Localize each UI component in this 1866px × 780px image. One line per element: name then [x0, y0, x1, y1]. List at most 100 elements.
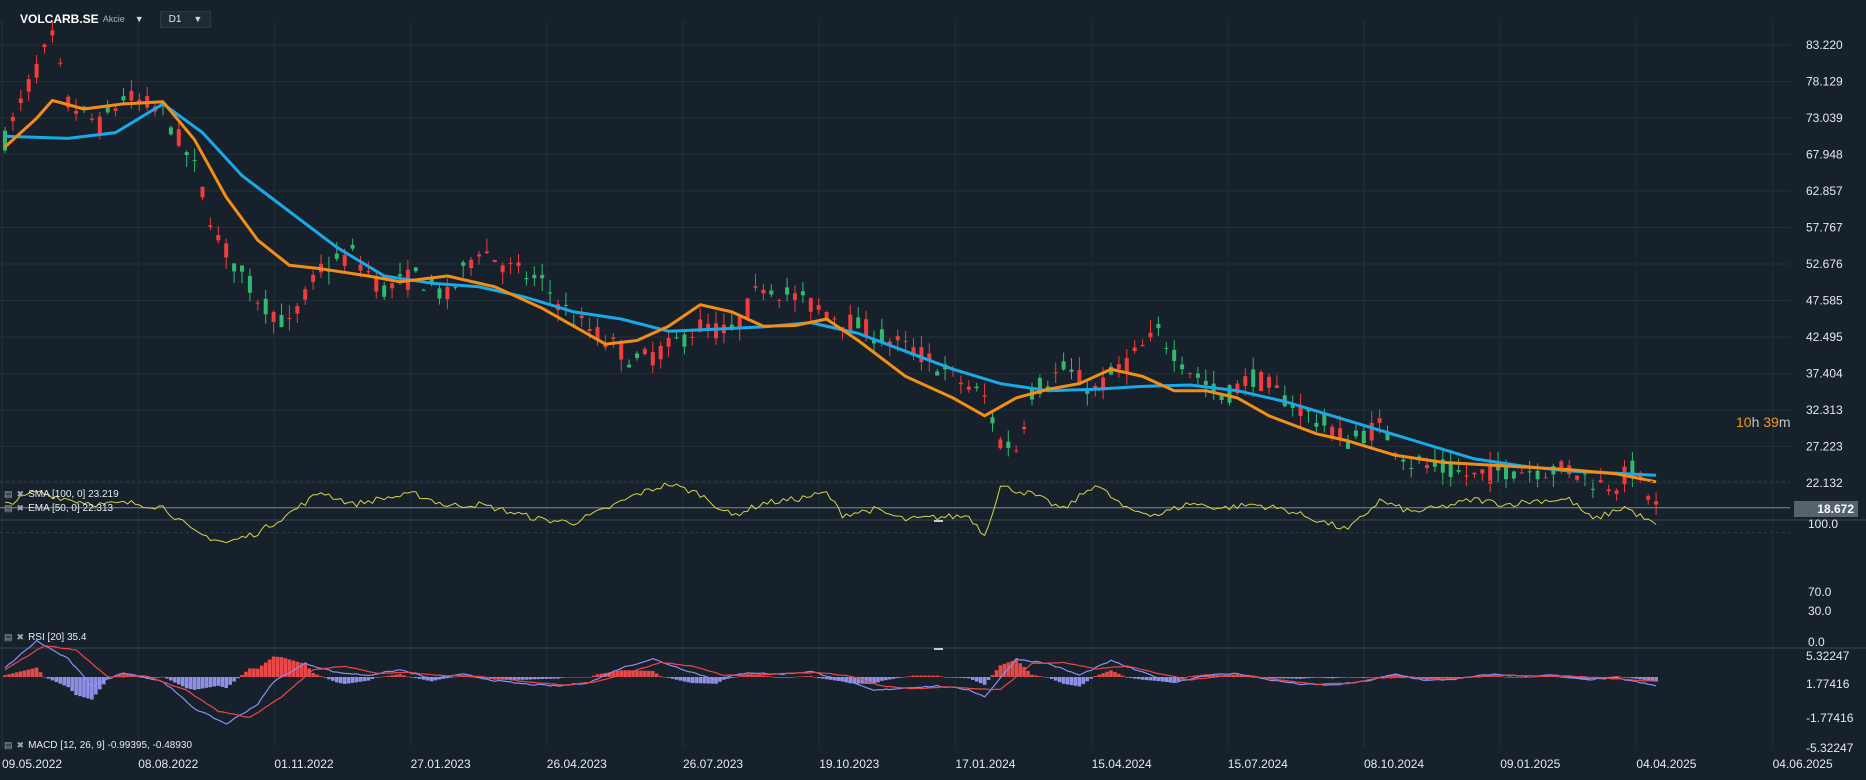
sma-line [4, 102, 1657, 477]
settings-icon[interactable]: ▤ [4, 632, 13, 642]
candle-body [856, 317, 861, 329]
macd-histogram-bar [315, 674, 319, 677]
candle-body [398, 274, 402, 277]
macd-histogram-bar [402, 675, 406, 677]
candle-body [785, 287, 790, 295]
macd-histogram-bar [880, 677, 884, 681]
symbol-selector[interactable]: VOLCARB.SE Akcie ▼ [14, 10, 150, 28]
legend-sma[interactable]: ▤ ✖ SMA [100, 0] 23.219 [4, 489, 119, 500]
macd-histogram-bar [291, 660, 296, 677]
macd-histogram-bar [532, 677, 537, 680]
macd-histogram-bar [820, 677, 825, 679]
macd-histogram-bar [654, 673, 659, 677]
legend-ema[interactable]: ▤ ✖ EMA [50, 0] 22.313 [4, 503, 113, 514]
macd-histogram-bar [410, 677, 414, 678]
legend-rsi[interactable]: ▤ ✖ RSI [20] 35.4 [4, 632, 86, 643]
price-tick-label: 52.676 [1806, 257, 1843, 271]
candle-body [42, 44, 47, 48]
candle-body [800, 291, 805, 296]
close-icon[interactable]: ✖ [16, 632, 25, 642]
macd-histogram-bar [15, 672, 19, 677]
macd-histogram-bar [607, 672, 612, 677]
candle-body [1401, 459, 1406, 462]
macd-histogram-bar [11, 673, 15, 677]
candle-body [271, 311, 276, 322]
macd-histogram-bar [177, 677, 181, 685]
price-tick-label: 62.857 [1806, 184, 1843, 198]
macd-histogram-bar [1618, 676, 1623, 678]
macd-histogram-bar [1338, 677, 1342, 678]
macd-histogram-bar [982, 677, 987, 685]
macd-histogram-bar [611, 671, 616, 677]
macd-histogram-bar [1053, 677, 1058, 681]
candle-body [382, 285, 387, 297]
macd-histogram-bar [876, 677, 880, 683]
candle-body [658, 345, 663, 360]
candle-body [50, 30, 55, 36]
macd-histogram-bar [58, 677, 63, 684]
candle-body [1014, 450, 1019, 452]
macd-histogram-bar [307, 668, 311, 677]
macd-histogram-bar [564, 677, 568, 678]
pane-resize-handle[interactable] [934, 648, 943, 650]
price-tick-label: 32.313 [1806, 403, 1843, 417]
candle-body [192, 160, 197, 162]
macd-histogram-bar [38, 672, 43, 677]
macd-histogram-bar [666, 677, 671, 678]
settings-icon[interactable]: ▤ [4, 489, 13, 499]
macd-histogram-bar [1283, 677, 1287, 679]
candle-body [58, 62, 63, 64]
close-icon[interactable]: ✖ [16, 489, 25, 499]
price-tick-label: 57.767 [1806, 220, 1843, 234]
timeframe-selector[interactable]: D1 ▼ [159, 10, 212, 28]
date-tick-label: 08.08.2022 [138, 757, 198, 771]
candle-body [1504, 464, 1508, 480]
last-price-tag: 18.672 [1794, 501, 1858, 517]
macd-histogram-bar [362, 677, 367, 682]
macd-histogram-bar [919, 675, 924, 677]
candle-body [958, 382, 963, 385]
macd-histogram-bar [560, 677, 564, 678]
macd-histogram-bar [635, 670, 639, 677]
settings-icon[interactable]: ▤ [4, 503, 13, 513]
settings-icon[interactable]: ▤ [4, 740, 13, 750]
candle-body [729, 324, 734, 329]
close-icon[interactable]: ✖ [16, 503, 25, 513]
macd-histogram-bar [299, 662, 304, 677]
macd-histogram-bar [1369, 677, 1374, 678]
legend-macd[interactable]: ▤ ✖ MACD [12, 26, 9] -0.99395, -0.48930 [4, 740, 192, 751]
candle-body [745, 298, 750, 318]
macd-histogram-bar [323, 677, 327, 678]
macd-histogram-bar [508, 677, 513, 680]
candle-body [1172, 349, 1177, 362]
date-tick-label: 09.01.2025 [1500, 757, 1560, 771]
macd-histogram-bar [939, 676, 943, 677]
candle-body [548, 292, 553, 294]
macd-histogram-bar [556, 677, 560, 679]
candle-body [911, 347, 916, 356]
candle-body [1290, 405, 1295, 408]
macd-histogram-bar [7, 674, 11, 677]
pane-resize-handle[interactable] [934, 520, 943, 522]
macd-histogram-bar [1192, 675, 1196, 677]
macd-histogram-bar [94, 677, 98, 695]
legend-ema-label: EMA [50, 0] 22.313 [28, 503, 114, 514]
macd-histogram-bar [658, 676, 663, 677]
macd-histogram-bar [1136, 677, 1141, 680]
macd-histogram-bar [66, 677, 70, 688]
macd-histogram-bar [1251, 677, 1255, 678]
macd-histogram-bar [216, 677, 221, 686]
macd-histogram-bar [1583, 677, 1587, 680]
macd-histogram-bar [884, 677, 888, 681]
macd-histogram-bar [512, 677, 517, 680]
macd-histogram-bar [173, 677, 177, 683]
macd-histogram-bar [1358, 677, 1362, 678]
candle-body [311, 274, 316, 282]
macd-histogram-bar [220, 677, 225, 687]
macd-histogram-bar [42, 677, 47, 678]
candle-body [168, 127, 173, 135]
close-icon[interactable]: ✖ [16, 740, 25, 750]
date-tick-label: 04.04.2025 [1636, 757, 1696, 771]
candle-body [990, 417, 995, 424]
